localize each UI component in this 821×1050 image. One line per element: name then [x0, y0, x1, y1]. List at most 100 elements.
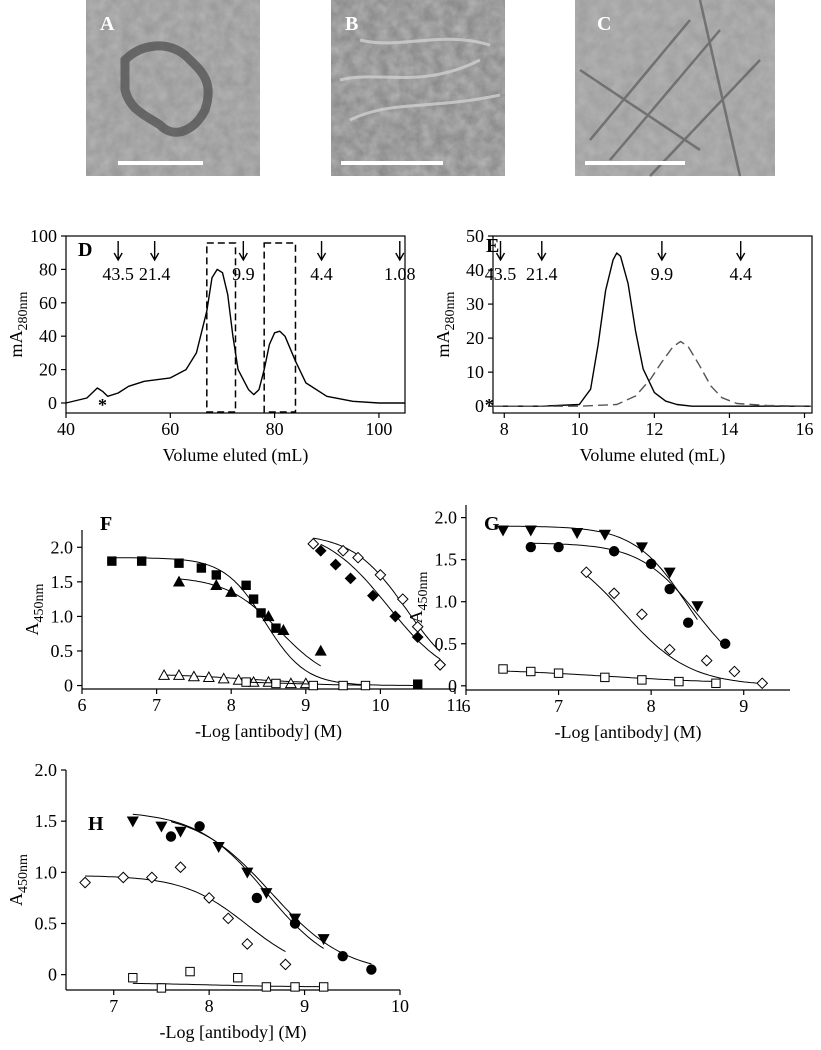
y-tick-label: 10	[466, 362, 484, 382]
point	[352, 551, 364, 564]
marker-arrow	[537, 241, 547, 262]
point	[196, 563, 207, 573]
x-tick-label: 8	[647, 696, 656, 716]
y-tick-label: 0.5	[35, 913, 58, 933]
point	[700, 654, 713, 667]
x-tick-label: 6	[78, 695, 87, 715]
point	[307, 537, 320, 550]
point	[337, 544, 350, 557]
x-tick-label: 9	[739, 696, 748, 716]
micrograph-a: A	[86, 0, 260, 176]
point	[262, 675, 275, 687]
point	[203, 891, 216, 904]
fit-curve	[85, 875, 286, 953]
point	[232, 673, 245, 685]
point	[337, 951, 348, 962]
point	[217, 672, 230, 684]
y-tick-label: 1.0	[51, 606, 74, 626]
point	[117, 871, 130, 884]
point	[233, 973, 243, 983]
point	[107, 556, 117, 566]
point	[299, 677, 312, 689]
x-tick-label: 40	[57, 419, 75, 439]
series-line	[493, 252, 812, 407]
x-tick-label: 10	[570, 419, 588, 439]
panel-letter: B	[345, 13, 358, 35]
marker-label: 43.5	[102, 264, 134, 284]
y-tick-label: 0.5	[51, 641, 74, 661]
point	[155, 821, 168, 833]
y-tick-label: 2.0	[51, 537, 74, 557]
point	[172, 575, 186, 587]
y-tick-label: 0	[448, 676, 457, 696]
point	[367, 589, 379, 602]
point	[360, 680, 371, 691]
point	[248, 594, 259, 604]
plot-frame	[492, 235, 813, 414]
point	[174, 826, 187, 838]
annotation: *	[485, 395, 494, 415]
point	[635, 542, 648, 554]
y-tick-label: 1.0	[435, 592, 458, 612]
y-tick-label: 0	[64, 676, 73, 696]
point	[674, 676, 684, 687]
point	[165, 831, 177, 842]
point	[289, 918, 301, 929]
marker-arrow	[316, 241, 327, 262]
point	[663, 643, 676, 656]
x-tick-label: 100	[365, 419, 392, 439]
point	[691, 601, 704, 613]
point	[411, 631, 424, 644]
point	[635, 608, 648, 621]
x-tick-label: 8	[227, 695, 236, 715]
point	[711, 678, 721, 688]
y-axis-label: mA280nm	[433, 291, 458, 357]
point	[600, 672, 610, 683]
series-line	[493, 340, 813, 407]
x-axis-label: Volume eluted (mL)	[580, 445, 726, 466]
y-tick-label: 80	[39, 259, 57, 279]
y-tick-label: 60	[39, 293, 57, 313]
y-tick-label: 40	[39, 326, 57, 346]
point	[498, 664, 508, 674]
point	[79, 876, 91, 889]
panel-letter: G	[484, 513, 500, 535]
x-tick-label: 12	[645, 419, 663, 439]
point	[553, 541, 564, 553]
marker-label: 9.9	[232, 264, 255, 284]
y-axis-label: A450nm	[6, 854, 31, 906]
y-tick-label: 0	[48, 965, 57, 985]
point	[526, 666, 536, 677]
y-tick-label: 50	[466, 226, 484, 246]
point	[645, 558, 657, 570]
point	[317, 934, 330, 946]
y-axis-label-sub: 450nm	[416, 571, 431, 610]
y-axis-label-main: mA	[433, 330, 453, 357]
point	[413, 679, 423, 689]
y-tick-label: 1.5	[51, 572, 74, 592]
fit-curve	[320, 543, 441, 660]
point	[211, 570, 221, 580]
marker-label: 4.4	[310, 264, 333, 284]
dashed-region	[206, 242, 237, 413]
point	[262, 610, 275, 622]
marker-arrow	[113, 241, 123, 262]
panel-letter: C	[597, 13, 611, 35]
fit-curve	[178, 578, 321, 667]
panel-letter: A	[100, 13, 115, 35]
y-axis-label-main: A	[406, 610, 426, 623]
marker-arrow	[238, 241, 248, 262]
y-tick-label: 2.0	[35, 760, 58, 780]
x-tick-label: 6	[462, 696, 471, 716]
y-axis-label-sub: 280nm	[443, 291, 458, 330]
point	[261, 982, 272, 992]
x-tick-label: 10	[371, 695, 389, 715]
x-tick-label: 8	[205, 996, 214, 1016]
x-tick-label: 10	[391, 996, 409, 1016]
point	[608, 587, 621, 600]
x-tick-label: 9	[300, 996, 309, 1016]
point	[598, 529, 611, 541]
marker-label: 4.4	[729, 264, 752, 284]
point	[187, 670, 200, 682]
y-tick-label: 0	[48, 393, 57, 413]
